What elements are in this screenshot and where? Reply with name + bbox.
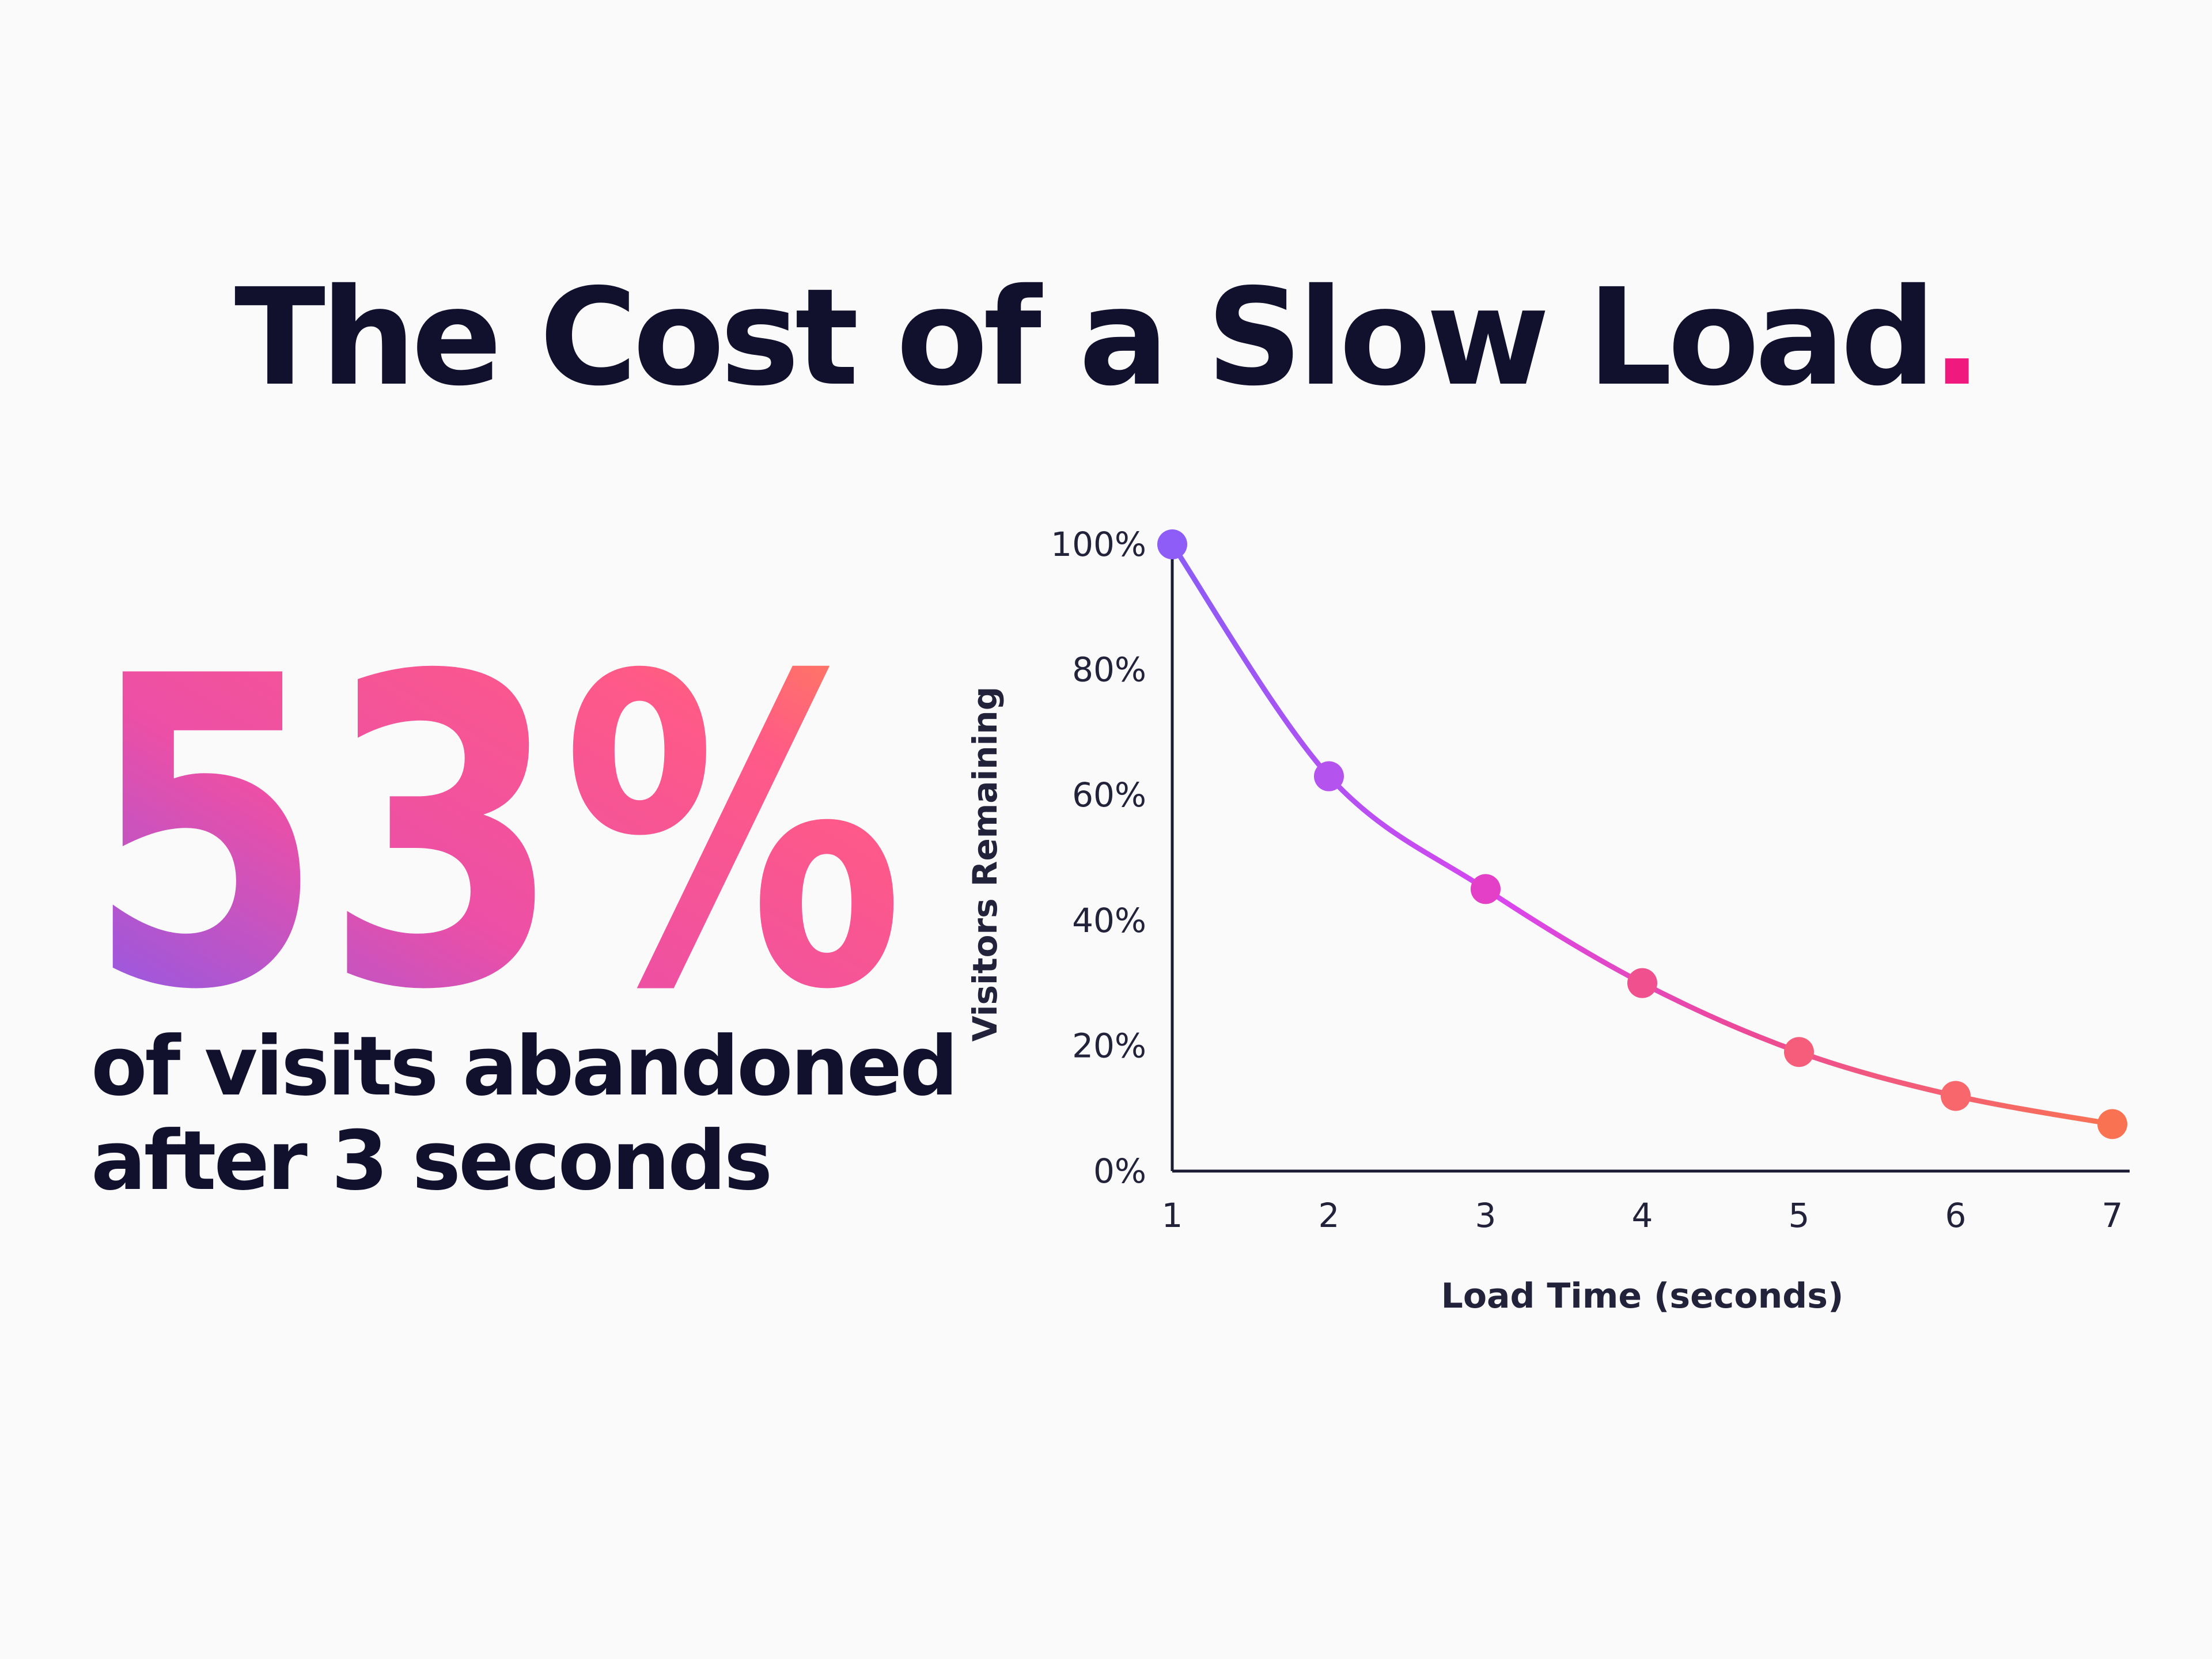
x-tick-label: 1	[1162, 1196, 1183, 1235]
big-stat-value: 53%	[86, 622, 904, 1037]
big-stat-text: 53%	[86, 622, 904, 1037]
x-tick-label: 2	[1319, 1196, 1340, 1235]
x-tick-label: 4	[1632, 1196, 1653, 1235]
data-point	[1941, 1081, 1971, 1111]
y-axis-label: Visitors Remaining	[965, 687, 1005, 1041]
y-tick-label: 100%	[1051, 525, 1146, 564]
y-tick-labels: 0% 20% 40% 60% 80% 100%	[1051, 525, 1146, 1191]
series-points	[1157, 529, 2127, 1139]
stat-caption: of visits abandoned after 3 seconds	[91, 1019, 959, 1209]
data-point	[2097, 1109, 2127, 1139]
page-title: The Cost of a Slow Load.	[0, 271, 2212, 404]
title-accent-dot: .	[1931, 260, 1982, 415]
x-tick-label: 3	[1475, 1196, 1497, 1235]
x-tick-labels: 1 2 3 4 5 6 7	[1162, 1196, 2123, 1235]
x-axis-label: Load Time (seconds)	[1441, 1276, 1844, 1316]
y-tick-label: 0%	[1093, 1152, 1146, 1191]
y-tick-label: 80%	[1072, 650, 1146, 690]
stat-caption-line-1: of visits abandoned	[91, 1019, 959, 1114]
x-tick-label: 5	[1789, 1196, 1810, 1235]
y-tick-label: 40%	[1072, 901, 1146, 940]
y-tick-label: 60%	[1072, 775, 1146, 815]
data-point	[1627, 968, 1657, 998]
y-tick-label: 20%	[1072, 1026, 1146, 1065]
x-tick-label: 7	[2102, 1196, 2123, 1235]
series-line	[1169, 541, 2115, 1127]
chart-axes	[1171, 539, 2130, 1173]
stat-caption-line-2: after 3 seconds	[91, 1113, 772, 1209]
line-chart: 0% 20% 40% 60% 80% 100% 1 2 3 4 5 6 7 Load Time (se…	[965, 525, 2130, 1316]
data-point	[1471, 874, 1501, 904]
data-point	[1784, 1037, 1814, 1067]
data-point	[1314, 761, 1344, 791]
title-text: The Cost of a Slow Load	[234, 260, 1936, 415]
x-tick-label: 6	[1945, 1196, 1967, 1235]
data-point	[1157, 529, 1187, 559]
